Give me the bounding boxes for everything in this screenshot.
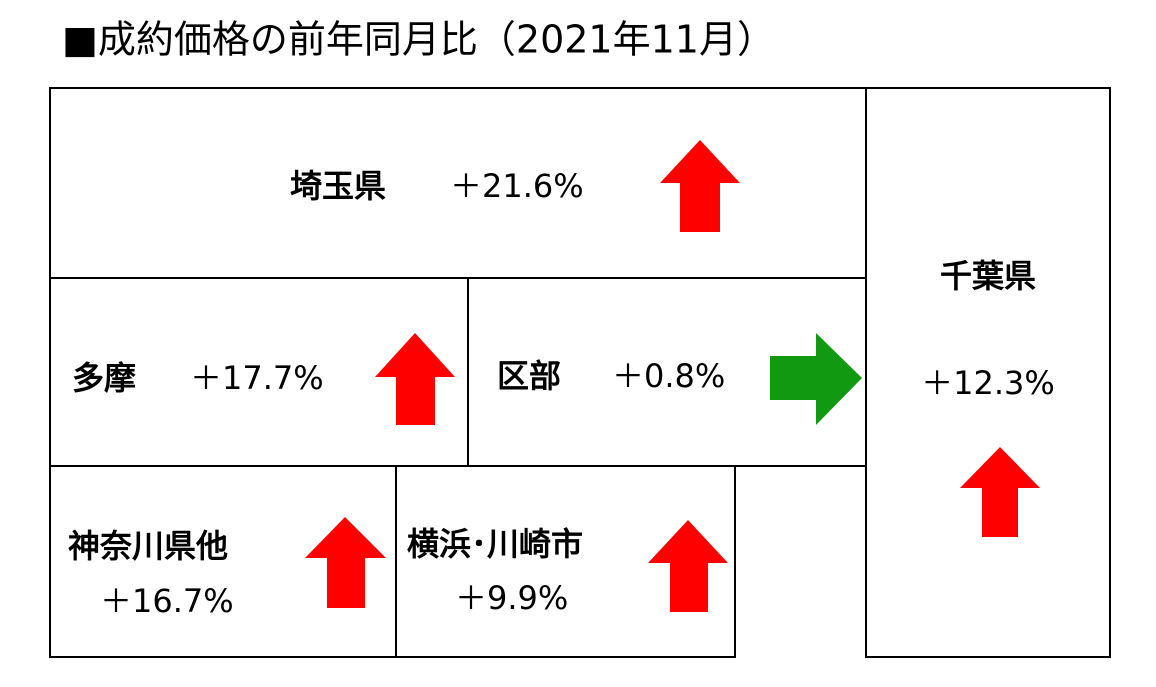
region-change: ＋17.7% (190, 359, 324, 397)
up-arrow (648, 520, 728, 612)
region-change: ＋21.6% (450, 167, 584, 205)
region-change: ＋16.7% (100, 582, 234, 620)
up-arrow (960, 447, 1040, 537)
right-arrow (770, 333, 862, 425)
up-arrow (375, 333, 455, 425)
up-arrow (305, 517, 386, 608)
region-change: ＋9.9% (455, 579, 568, 617)
region-name: 横浜･川崎市 (407, 525, 583, 563)
region-box (865, 87, 1111, 658)
region-name: 多摩 (72, 359, 136, 397)
up-arrow (660, 140, 740, 232)
region-name: 千葉県 (940, 257, 1036, 295)
region-change: ＋12.3% (921, 364, 1055, 402)
region-name: 区部 (497, 357, 561, 395)
region-change: ＋0.8% (612, 357, 725, 395)
region-name: 埼玉県 (290, 167, 386, 205)
title: ■成約価格の前年同月比（2021年11月） (62, 18, 775, 62)
region-name: 神奈川県他 (68, 527, 228, 565)
